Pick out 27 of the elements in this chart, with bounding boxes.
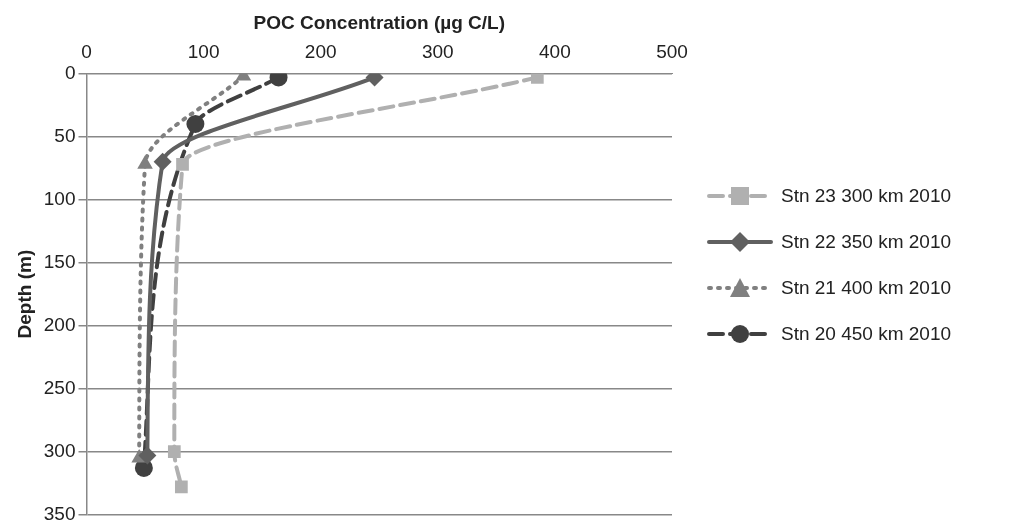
point	[138, 446, 157, 465]
point	[530, 73, 544, 84]
legend-label: Stn 21 400 km 2010	[781, 276, 952, 299]
x-tick-label: 400	[539, 41, 571, 63]
y-axis-title: Depth (m)	[13, 249, 35, 339]
x-tick-label: 300	[421, 41, 454, 63]
x-tick-label: 500	[656, 41, 688, 63]
x-axis-title: POC Concentration (µg C/L)	[253, 11, 506, 33]
y-tick-label: 300	[43, 439, 76, 461]
point	[174, 480, 188, 494]
y-tick-label: 200	[43, 313, 76, 335]
y-tick-label: 150	[43, 250, 76, 272]
y-tick-label: 350	[43, 502, 76, 524]
x-tick-label: 100	[187, 41, 220, 63]
x-tick-label: 200	[304, 41, 337, 63]
y-tick-label: 50	[54, 124, 76, 146]
point	[176, 157, 189, 171]
y-tick-label: 0	[64, 61, 76, 83]
point	[167, 445, 181, 458]
point	[186, 115, 205, 133]
y-tick-label: 100	[43, 187, 76, 209]
legend-label: Stn 22 350 km 2010	[781, 230, 952, 253]
legend-label: Stn 23 300 km 2010	[781, 184, 952, 207]
legend-label: Stn 20 450 km 2010	[781, 322, 952, 345]
point	[153, 152, 172, 171]
y-tick-label: 250	[43, 376, 76, 398]
x-tick-label: 0	[81, 41, 92, 63]
